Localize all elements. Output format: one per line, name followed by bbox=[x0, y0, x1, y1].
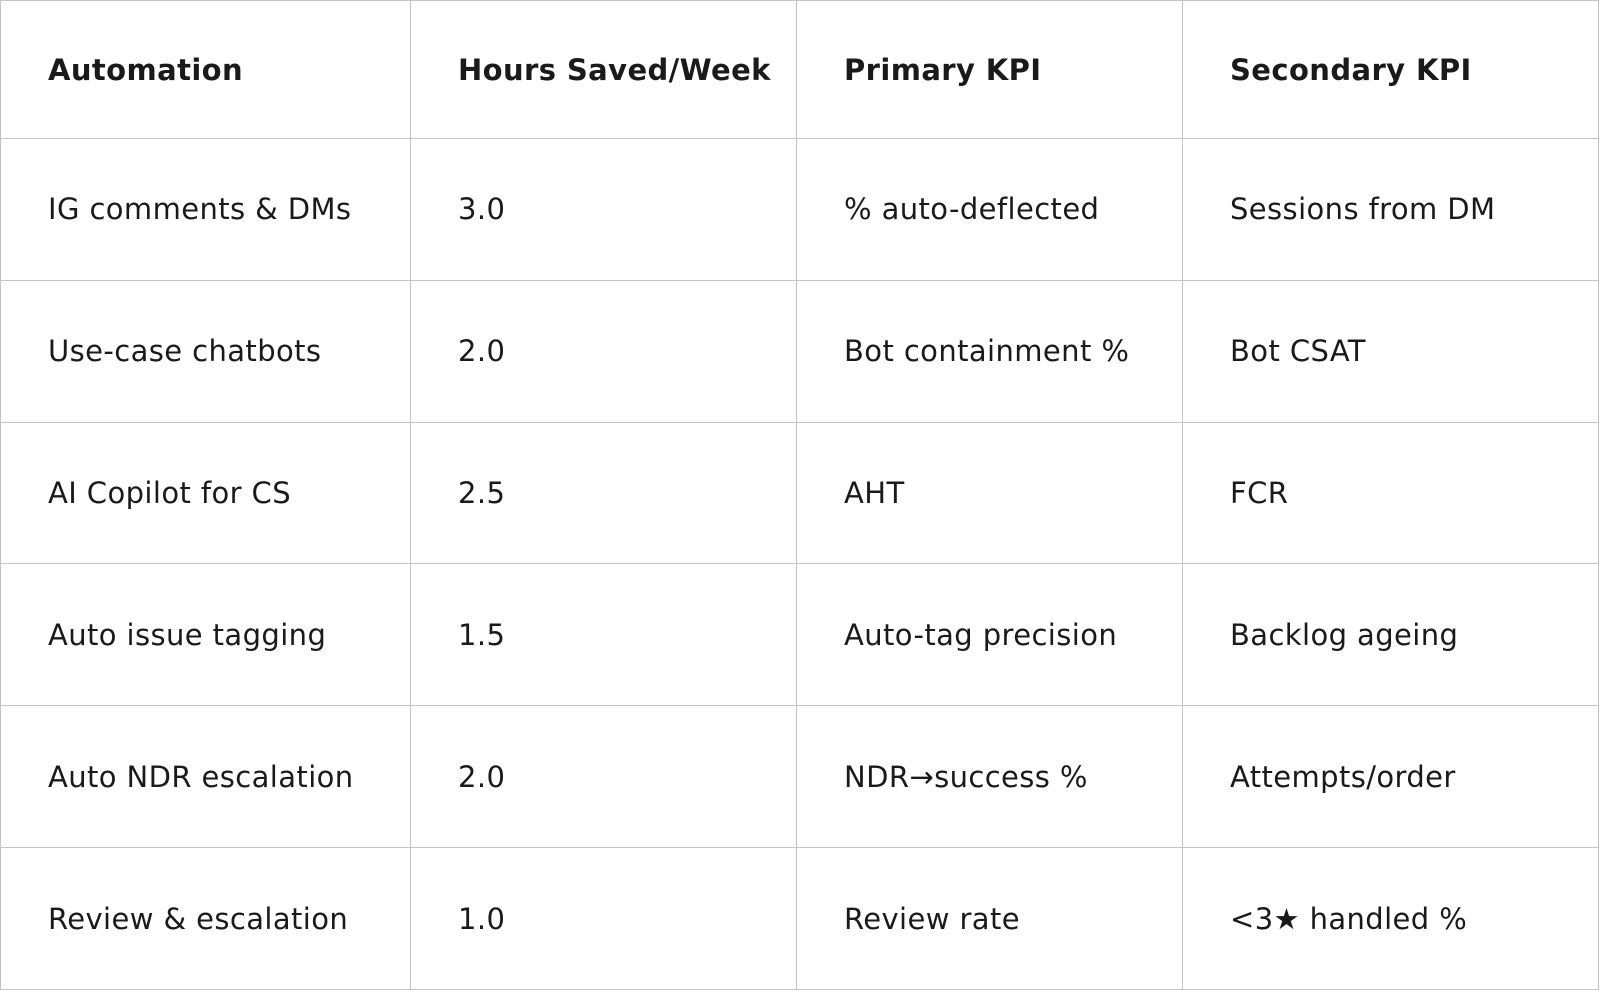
header-automation: Automation bbox=[0, 0, 411, 139]
cell-secondary-kpi: Sessions from DM bbox=[1182, 138, 1599, 281]
cell-primary-kpi: NDR→success % bbox=[796, 705, 1183, 849]
header-primary-kpi: Primary KPI bbox=[796, 0, 1183, 139]
cell-secondary-kpi: Backlog ageing bbox=[1182, 563, 1599, 707]
cell-hours-saved: 2.0 bbox=[410, 279, 797, 423]
table-row: Review & escalation 1.0 Review rate <3★ … bbox=[0, 847, 1599, 990]
cell-secondary-kpi: FCR bbox=[1182, 421, 1599, 565]
header-hours-saved: Hours Saved/Week bbox=[410, 0, 797, 139]
cell-hours-saved: 2.5 bbox=[410, 421, 797, 565]
cell-automation: Use-case chatbots bbox=[0, 279, 411, 423]
cell-hours-saved: 1.5 bbox=[410, 563, 797, 707]
table-row: Use-case chatbots 2.0 Bot containment % … bbox=[0, 279, 1599, 423]
header-secondary-kpi: Secondary KPI bbox=[1182, 0, 1599, 139]
cell-primary-kpi: Bot containment % bbox=[796, 279, 1183, 423]
cell-primary-kpi: AHT bbox=[796, 421, 1183, 565]
cell-automation: IG comments & DMs bbox=[0, 138, 411, 281]
cell-secondary-kpi: Bot CSAT bbox=[1182, 279, 1599, 423]
cell-automation: Auto NDR escalation bbox=[0, 705, 411, 849]
table-row: IG comments & DMs 3.0 % auto-deflected S… bbox=[0, 138, 1599, 281]
cell-primary-kpi: % auto-deflected bbox=[796, 138, 1183, 281]
cell-secondary-kpi: <3★ handled % bbox=[1182, 847, 1599, 990]
cell-hours-saved: 2.0 bbox=[410, 705, 797, 849]
table-header-row: Automation Hours Saved/Week Primary KPI … bbox=[0, 0, 1599, 139]
table-row: Auto NDR escalation 2.0 NDR→success % At… bbox=[0, 705, 1599, 849]
cell-primary-kpi: Review rate bbox=[796, 847, 1183, 990]
cell-hours-saved: 3.0 bbox=[410, 138, 797, 281]
cell-automation: Auto issue tagging bbox=[0, 563, 411, 707]
table-row: AI Copilot for CS 2.5 AHT FCR bbox=[0, 421, 1599, 565]
cell-automation: AI Copilot for CS bbox=[0, 421, 411, 565]
table-row: Auto issue tagging 1.5 Auto-tag precisio… bbox=[0, 563, 1599, 707]
cell-primary-kpi: Auto-tag precision bbox=[796, 563, 1183, 707]
cell-secondary-kpi: Attempts/order bbox=[1182, 705, 1599, 849]
cell-hours-saved: 1.0 bbox=[410, 847, 797, 990]
cell-automation: Review & escalation bbox=[0, 847, 411, 990]
